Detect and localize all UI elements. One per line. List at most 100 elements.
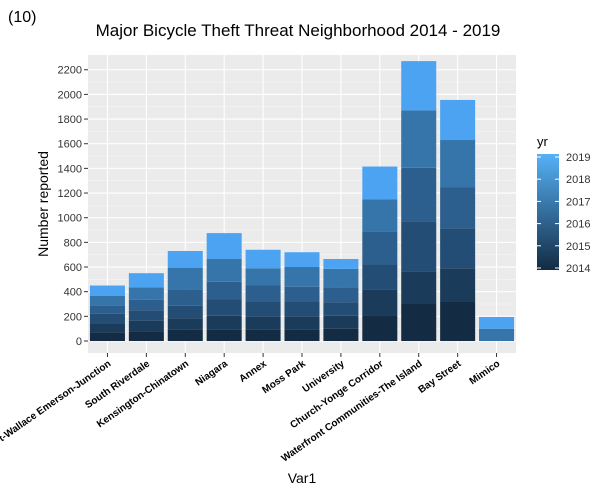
legend-label: 2019 (566, 152, 590, 164)
legend-label: 2017 (566, 196, 590, 208)
bar-segment (89, 313, 125, 324)
x-axis: Dovercourt-Wallace Emerson-JunctionSouth… (0, 353, 502, 473)
y-tick-label: 400 (64, 287, 82, 299)
y-tick-label: 0 (76, 336, 82, 348)
bar-segment (440, 99, 476, 141)
bar-segment (245, 329, 281, 341)
bar-segment (284, 329, 320, 341)
bar-segment (167, 305, 203, 319)
legend-label: 2018 (566, 174, 590, 186)
x-tick-label: Waterfront Communities-The Island (280, 358, 425, 464)
bar-segment (401, 167, 437, 222)
y-tick-label: 2200 (58, 65, 82, 77)
y-tick-label: 1200 (58, 188, 82, 200)
bar-segment (89, 285, 125, 296)
bar-segment (167, 329, 203, 341)
x-tick-label: Moss Park (260, 358, 308, 396)
bar-segment (89, 323, 125, 333)
bar-segment (323, 287, 359, 303)
bar-segment (284, 286, 320, 302)
bar-segment (89, 332, 125, 341)
y-tick-label: 1000 (58, 213, 82, 225)
bar-segment (284, 252, 320, 268)
bar-segment (167, 267, 203, 290)
bar-segment (401, 221, 437, 272)
legend-label: 2015 (566, 241, 590, 253)
bar-segment (284, 301, 320, 317)
bar-segment (245, 249, 281, 269)
bar-segment (401, 271, 437, 305)
bar-segment (323, 315, 359, 329)
bar-segment (440, 140, 476, 188)
bar-segment (362, 289, 398, 316)
bar-segment (128, 320, 164, 332)
x-tick-label: Bay Street (417, 358, 464, 396)
bar-segment (128, 287, 164, 300)
bar-segment (245, 285, 281, 302)
bar-segment (245, 301, 281, 317)
legend-labels: 2019 2018 2017 2016 2015 2014 (537, 152, 590, 275)
y-tick-label: 2000 (58, 89, 82, 101)
bar-segment (89, 305, 125, 314)
bar-segment (206, 281, 242, 300)
bar-segment (440, 301, 476, 341)
bar-segment (440, 228, 476, 269)
y-tick-label: 1600 (58, 139, 82, 151)
bar-segment (440, 268, 476, 302)
y-tick-label: 600 (64, 262, 82, 274)
y-axis: 0 200 400 600 800 1000 1200 1400 1600 1800 2000 220… (58, 65, 88, 348)
x-tick-label: Dovercourt-Wallace Emerson-Junction (0, 358, 113, 473)
bar-segment (362, 199, 398, 232)
bar-segment (284, 267, 320, 287)
bar-segment (245, 316, 281, 330)
y-tick-label: 1800 (58, 114, 82, 126)
bar-segment (167, 250, 203, 268)
bars (89, 61, 515, 341)
bar-segment (362, 166, 398, 200)
bar-segment (323, 328, 359, 341)
chart-title: Major Bicycle Theft Threat Neighborhood … (96, 21, 501, 40)
bar-segment (89, 295, 125, 306)
bar-segment (323, 268, 359, 288)
bar-segment (479, 328, 515, 341)
x-axis-title: Var1 (288, 470, 317, 486)
bar-segment (206, 299, 242, 316)
bar-segment (362, 264, 398, 290)
legend: yr 2019 2018 2017 2016 2015 2014 (537, 134, 590, 275)
y-tick-label: 800 (64, 237, 82, 249)
bar-segment (323, 259, 359, 269)
bar-segment (479, 316, 515, 329)
y-axis-title: Number reported (35, 151, 51, 257)
bar-segment (128, 273, 164, 288)
bar-segment (401, 304, 437, 341)
bar-segment (128, 331, 164, 341)
legend-title: yr (537, 134, 549, 149)
bar-segment (440, 187, 476, 229)
legend-label: 2016 (566, 219, 590, 231)
x-tick-label: South Riverdale (83, 358, 152, 411)
legend-label: 2014 (566, 263, 590, 275)
legend-colorbar (537, 154, 559, 270)
bar-segment (167, 318, 203, 330)
bar-segment (284, 316, 320, 330)
x-tick-label: Mimico (468, 358, 503, 387)
y-tick-label: 200 (64, 311, 82, 323)
bar-segment (401, 61, 437, 111)
bar-segment (128, 299, 164, 311)
bar-segment (128, 310, 164, 321)
bar-segment (206, 315, 242, 330)
y-tick-label: 1400 (58, 163, 82, 175)
bar-segment (362, 315, 398, 341)
bar-segment (245, 268, 281, 286)
bar-segment (362, 231, 398, 265)
bar-segment (206, 233, 242, 260)
bar-segment (206, 259, 242, 282)
bar-segment (167, 289, 203, 306)
bar-segment (323, 302, 359, 316)
x-tick-label: Annex (237, 358, 269, 385)
bar-segment (206, 329, 242, 341)
panel-tag: (10) (8, 9, 36, 26)
x-tick-label: Niagara (194, 358, 231, 388)
